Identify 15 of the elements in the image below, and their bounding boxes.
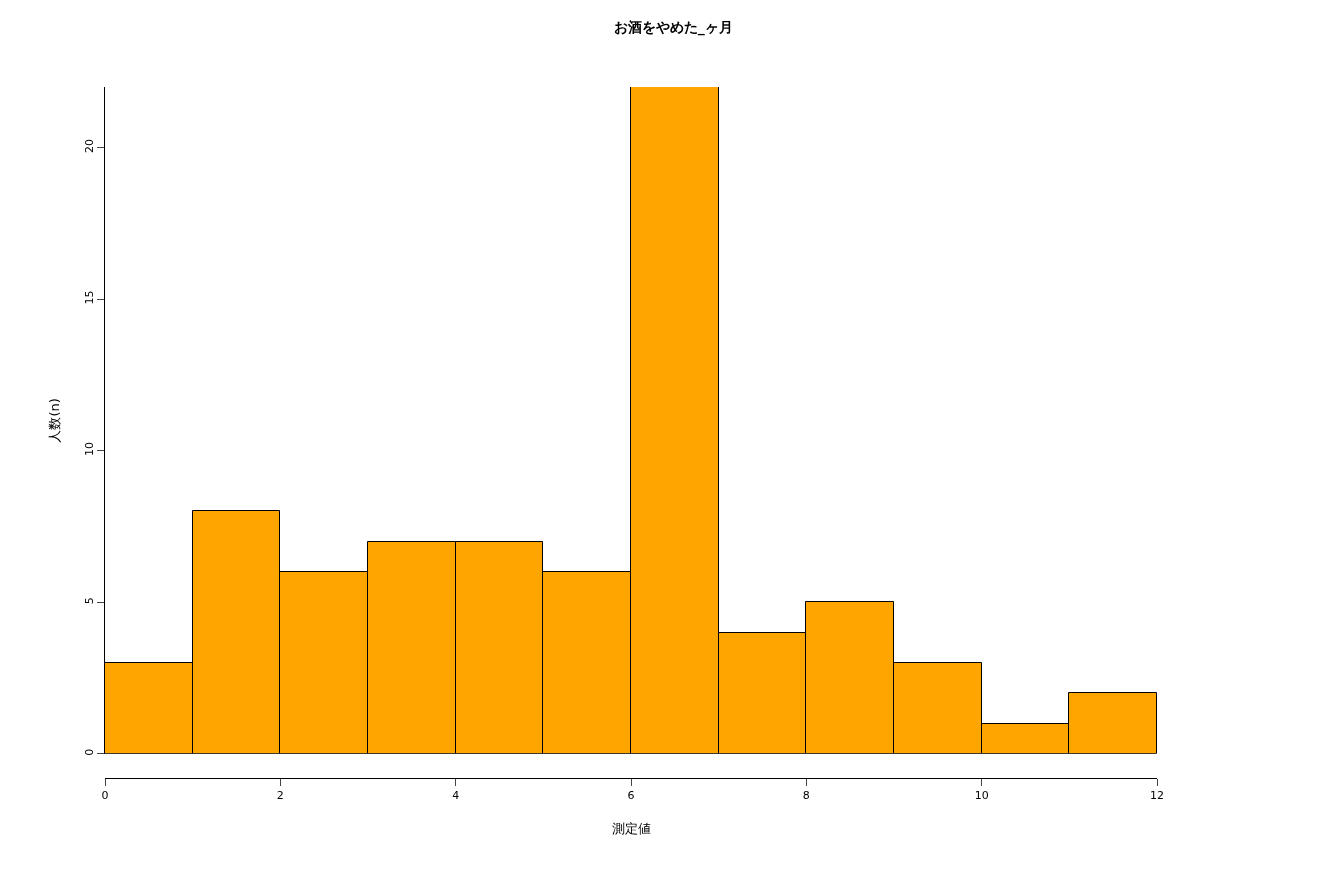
chart-title: お酒をやめた_ヶ月 xyxy=(613,18,733,36)
x-tick-label: 6 xyxy=(627,789,635,803)
x-tick-label: 12 xyxy=(1150,789,1164,803)
x-tick-label: 4 xyxy=(452,789,460,803)
y-tick-label: 5 xyxy=(82,597,96,605)
y-axis-title: 人数(n) xyxy=(46,398,62,443)
y-tick-label: 15 xyxy=(82,290,96,305)
x-tick-label: 0 xyxy=(101,789,109,803)
y-tick-label: 0 xyxy=(82,748,96,756)
y-tick-label: 20 xyxy=(82,138,96,153)
x-tick-label: 10 xyxy=(974,789,989,803)
y-tick-label: 10 xyxy=(82,442,96,457)
x-tick-label: 2 xyxy=(276,789,284,803)
x-tick-label: 8 xyxy=(802,789,810,803)
x-axis-title: 測定値 xyxy=(611,820,651,836)
